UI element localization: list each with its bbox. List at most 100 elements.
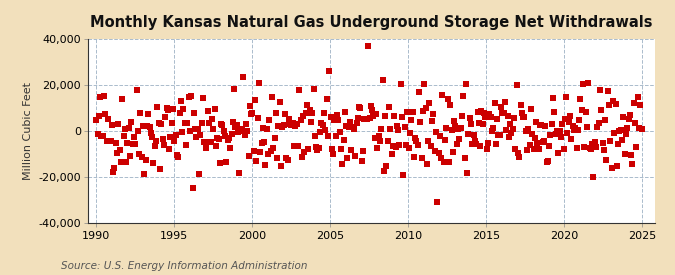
Point xyxy=(316,121,327,125)
Point xyxy=(568,128,579,133)
Point xyxy=(344,125,354,129)
Point xyxy=(544,144,555,148)
Point xyxy=(376,126,387,131)
Point xyxy=(375,139,385,144)
Point xyxy=(599,148,610,152)
Point xyxy=(551,129,562,133)
Point xyxy=(134,152,144,156)
Point xyxy=(421,162,432,166)
Point xyxy=(368,114,379,119)
Point xyxy=(244,103,255,108)
Point xyxy=(142,124,153,128)
Point xyxy=(104,139,115,143)
Point xyxy=(402,110,412,114)
Point xyxy=(166,121,177,126)
Point xyxy=(372,145,383,150)
Point xyxy=(601,157,612,162)
Point xyxy=(533,146,544,151)
Point xyxy=(593,121,604,125)
Point xyxy=(528,147,539,151)
Point xyxy=(230,125,241,129)
Point xyxy=(254,81,265,85)
Point xyxy=(190,126,200,131)
Point xyxy=(202,108,213,113)
Point xyxy=(148,161,159,165)
Point xyxy=(223,136,234,140)
Point xyxy=(498,111,509,115)
Point xyxy=(119,127,130,131)
Point xyxy=(364,116,375,120)
Point xyxy=(580,109,591,114)
Point xyxy=(135,111,146,115)
Point xyxy=(572,128,583,132)
Title: Monthly Kansas Natural Gas Underground Storage Net Withdrawals: Monthly Kansas Natural Gas Underground S… xyxy=(90,15,653,31)
Point xyxy=(392,124,402,128)
Point xyxy=(455,126,466,130)
Point xyxy=(261,127,272,131)
Point xyxy=(282,157,293,162)
Point xyxy=(576,108,587,112)
Point xyxy=(131,88,142,92)
Point xyxy=(263,152,273,156)
Point xyxy=(239,133,250,137)
Point xyxy=(404,131,415,135)
Point xyxy=(111,151,122,155)
Point xyxy=(597,141,608,145)
Point xyxy=(337,162,348,166)
Point xyxy=(257,126,268,131)
Point xyxy=(515,103,526,108)
Point xyxy=(225,146,236,150)
Point xyxy=(184,129,195,134)
Point xyxy=(157,137,168,141)
Point xyxy=(124,126,134,130)
Point xyxy=(269,136,280,140)
Point xyxy=(126,120,137,125)
Point xyxy=(171,153,182,157)
Point xyxy=(351,121,362,125)
Point xyxy=(161,106,172,110)
Point xyxy=(557,121,568,126)
Point xyxy=(400,124,410,129)
Point xyxy=(500,100,510,104)
Point xyxy=(431,130,441,134)
Point xyxy=(529,136,540,140)
Point xyxy=(495,104,506,109)
Point xyxy=(188,111,199,115)
Point xyxy=(429,149,440,153)
Point xyxy=(410,136,421,140)
Point xyxy=(217,123,228,127)
Point xyxy=(379,169,389,174)
Point xyxy=(348,127,359,131)
Point xyxy=(497,110,508,115)
Point xyxy=(338,138,349,143)
Point xyxy=(192,126,203,131)
Point xyxy=(396,81,406,86)
Point xyxy=(149,144,160,148)
Point xyxy=(216,122,227,126)
Point xyxy=(170,133,181,137)
Point xyxy=(222,138,233,142)
Point xyxy=(333,118,344,122)
Point xyxy=(267,95,277,99)
Point xyxy=(173,155,184,159)
Point xyxy=(213,137,224,141)
Point xyxy=(289,143,300,148)
Point xyxy=(165,135,176,140)
Point xyxy=(418,82,429,86)
Point xyxy=(439,138,450,142)
Point xyxy=(514,155,524,160)
Point xyxy=(506,131,517,136)
Point xyxy=(330,133,341,138)
Point xyxy=(273,123,284,128)
Point xyxy=(400,143,411,147)
Point xyxy=(382,139,393,143)
Point xyxy=(215,160,225,165)
Point xyxy=(610,101,621,106)
Point xyxy=(432,199,443,204)
Point xyxy=(103,117,113,121)
Point xyxy=(307,111,318,115)
Point xyxy=(132,129,143,133)
Point xyxy=(329,118,340,122)
Point xyxy=(347,125,358,130)
Point xyxy=(180,120,190,125)
